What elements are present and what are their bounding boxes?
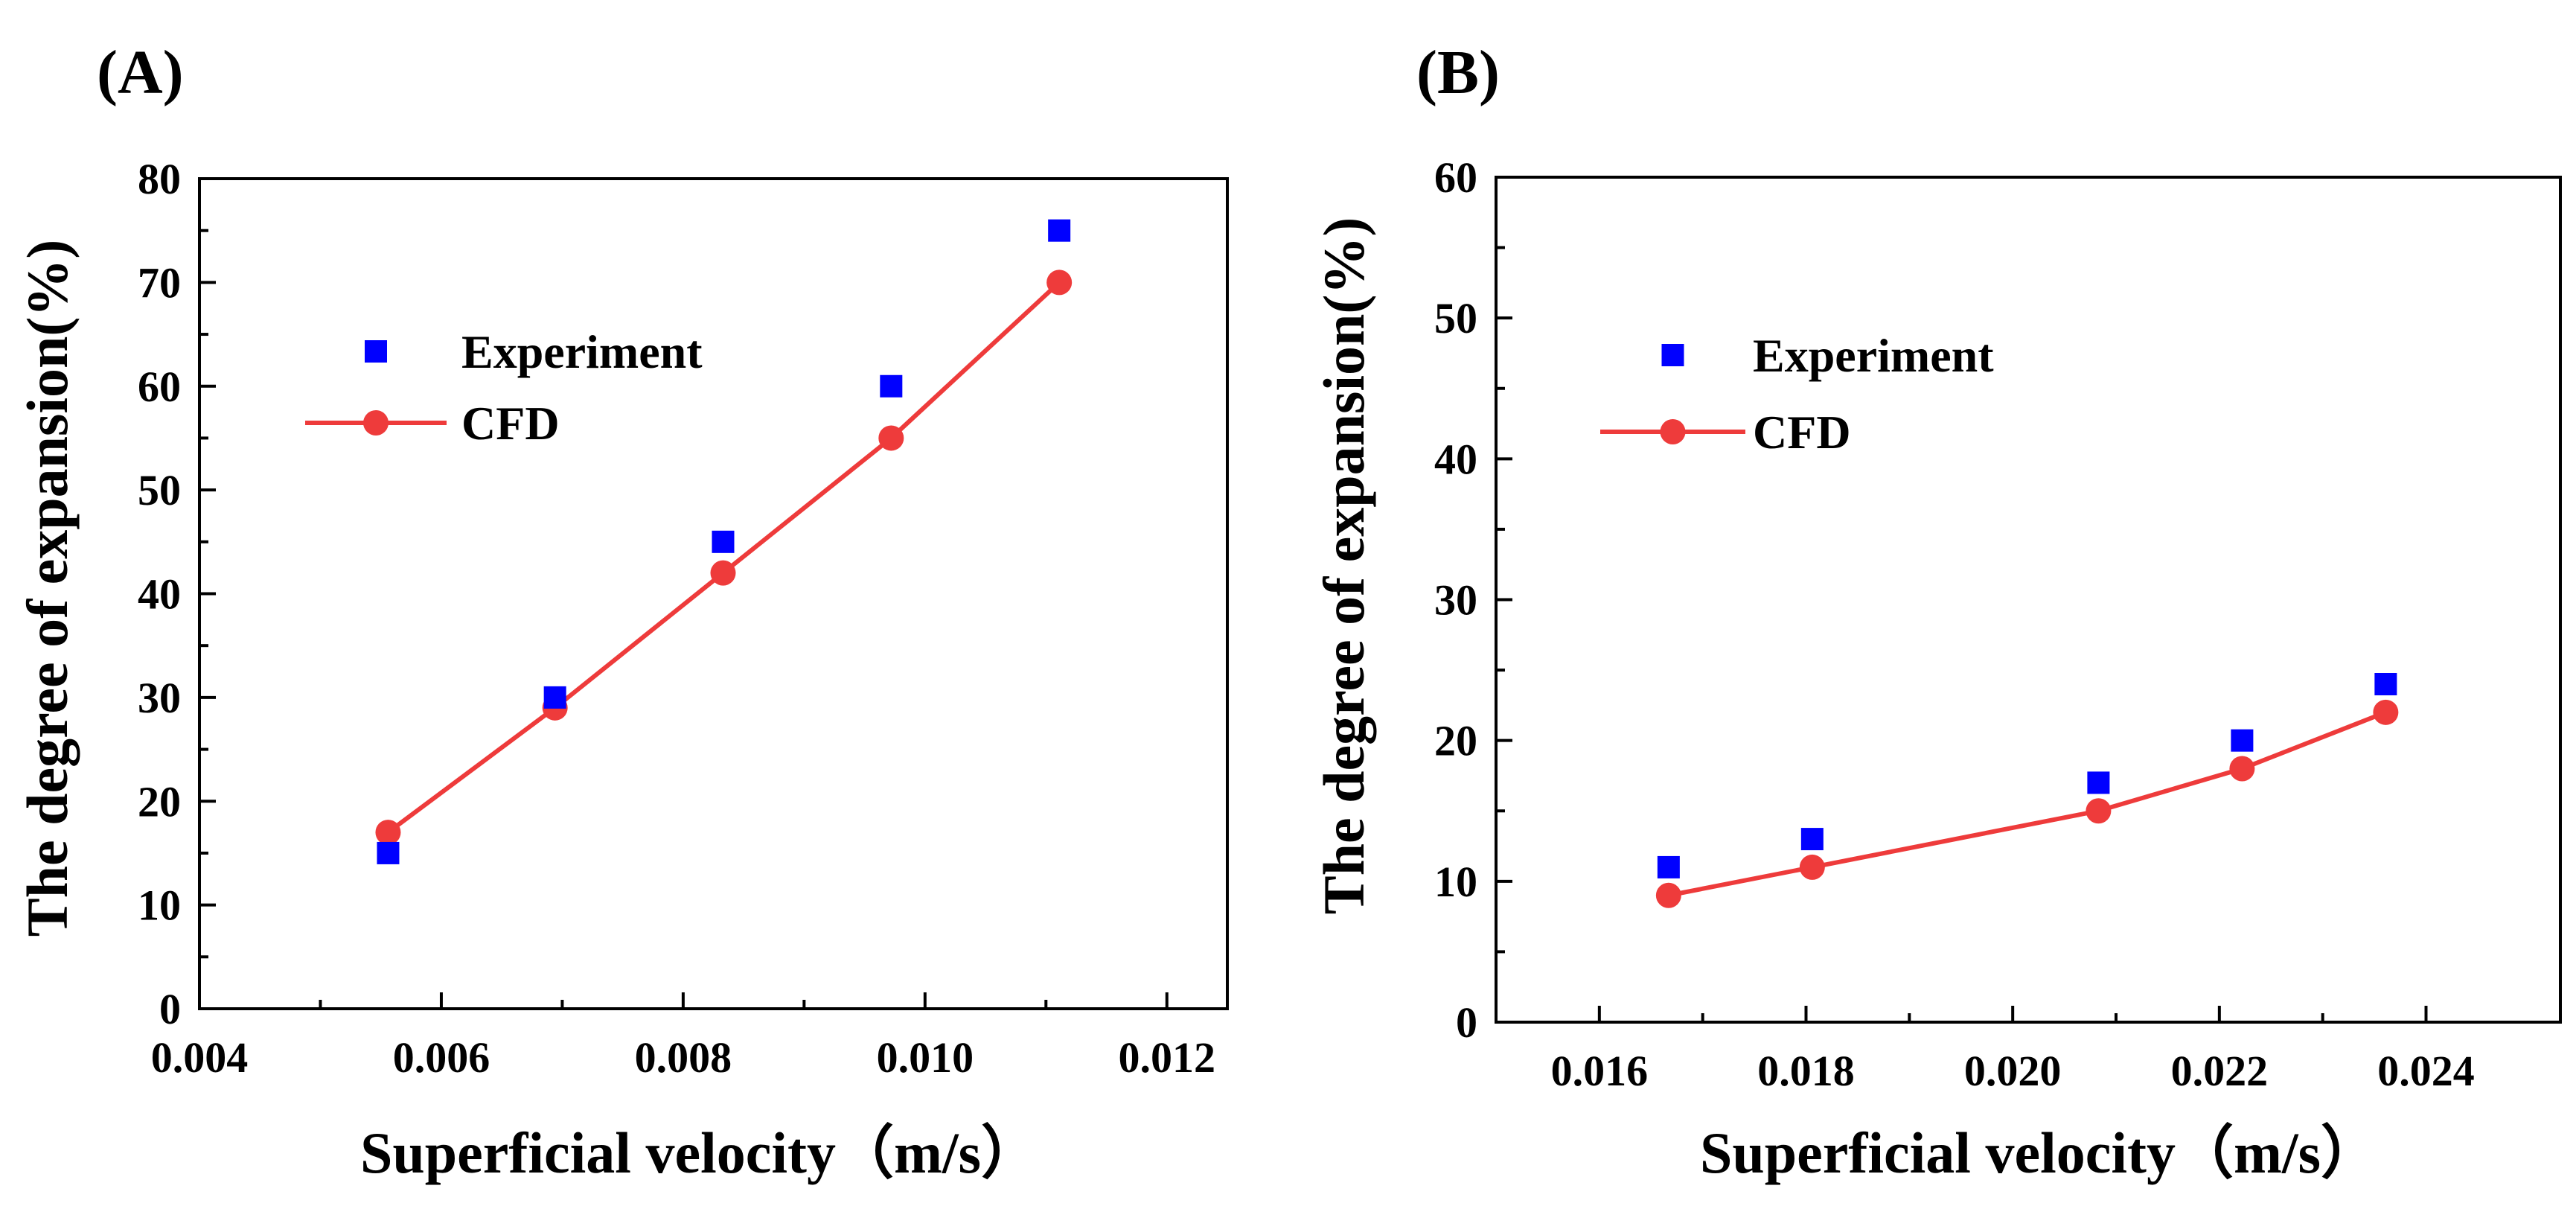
plot-frame	[1495, 176, 2562, 1024]
x-tick-label: 0.010	[877, 1033, 974, 1082]
panel-b: (B) 0.016 0.018 0.020 0.022 0.024 0 10 20 30 40 50 6…	[1311, 38, 2562, 1185]
legend-experiment-label: Experiment	[1753, 329, 1994, 382]
cfd-point	[878, 425, 904, 451]
x-tick-label: 0.004	[151, 1033, 249, 1082]
experiment-point	[1048, 219, 1071, 242]
y-tick-label: 50	[138, 466, 181, 514]
experiment-point	[2231, 729, 2254, 752]
legend-cfd-marker	[363, 410, 389, 436]
experiment-point	[712, 530, 735, 553]
y-tick-label: 40	[1434, 435, 1477, 483]
y-tick-label: 50	[1434, 294, 1477, 342]
x-tick-label: 0.024	[2377, 1047, 2475, 1095]
x-axis-label: Superficial velocity（m/s）	[360, 1120, 1039, 1185]
plot-frame	[198, 177, 1229, 1010]
y-tick-label: 0	[1456, 998, 1477, 1047]
x-tick-label: 0.022	[2171, 1047, 2269, 1095]
experiment-point	[2374, 673, 2397, 695]
experiment-point	[377, 841, 400, 864]
y-tick-label: 40	[138, 570, 181, 619]
x-tick-label: 0.012	[1119, 1033, 1216, 1082]
y-tick-label: 70	[138, 258, 181, 307]
x-tick-label: 0.020	[1964, 1047, 2062, 1095]
cfd-point	[2373, 699, 2399, 725]
legend-cfd-marker	[1660, 419, 1686, 444]
y-tick-label: 30	[138, 674, 181, 722]
legend-experiment-marker	[1661, 344, 1684, 366]
cfd-point	[2086, 798, 2112, 824]
cfd-point	[2229, 756, 2255, 782]
x-tick-label: 0.008	[635, 1033, 732, 1082]
y-tick-label: 10	[138, 881, 181, 930]
panel-a: (A) 0.004 0.006 0.008 0.010 0.012 0 10 20 30 40 50 6…	[15, 38, 1229, 1185]
cfd-series-line	[1668, 710, 2387, 898]
cfd-point	[1799, 854, 1825, 880]
x-tick-label: 0.016	[1551, 1047, 1649, 1095]
panel-label: (A)	[97, 38, 184, 107]
x-tick-label: 0.018	[1757, 1047, 1855, 1095]
y-tick-label: 0	[159, 985, 181, 1033]
experiment-point	[543, 686, 566, 709]
legend-experiment-marker	[365, 340, 387, 363]
experiment-point	[880, 374, 903, 398]
cfd-point	[710, 560, 736, 586]
y-axis-label: The degree of expansion(%)	[15, 240, 80, 937]
y-tick-label: 20	[1434, 717, 1477, 765]
cfd-point	[375, 820, 401, 846]
y-tick-label: 30	[1434, 576, 1477, 625]
legend-cfd-label: CFD	[1753, 406, 1851, 459]
legend-experiment-label: Experiment	[461, 325, 703, 378]
experiment-point	[2087, 771, 2110, 794]
experiment-point	[1657, 855, 1680, 878]
y-tick-label: 60	[1434, 153, 1477, 202]
y-tick-label: 20	[138, 777, 181, 826]
cfd-point	[1655, 882, 1681, 908]
x-tick-label: 0.006	[393, 1033, 490, 1082]
y-tick-label: 10	[1434, 858, 1477, 906]
y-tick-label: 60	[138, 363, 181, 411]
panel-label: (B)	[1416, 38, 1500, 107]
experiment-point	[1800, 828, 1824, 851]
cfd-point	[1046, 269, 1073, 296]
x-axis-label: Superficial velocity（m/s）	[1700, 1120, 2379, 1185]
legend-cfd-label: CFD	[461, 397, 560, 450]
y-tick-label: 80	[138, 155, 181, 203]
y-axis-label: The degree of expansion(%)	[1311, 217, 1376, 915]
